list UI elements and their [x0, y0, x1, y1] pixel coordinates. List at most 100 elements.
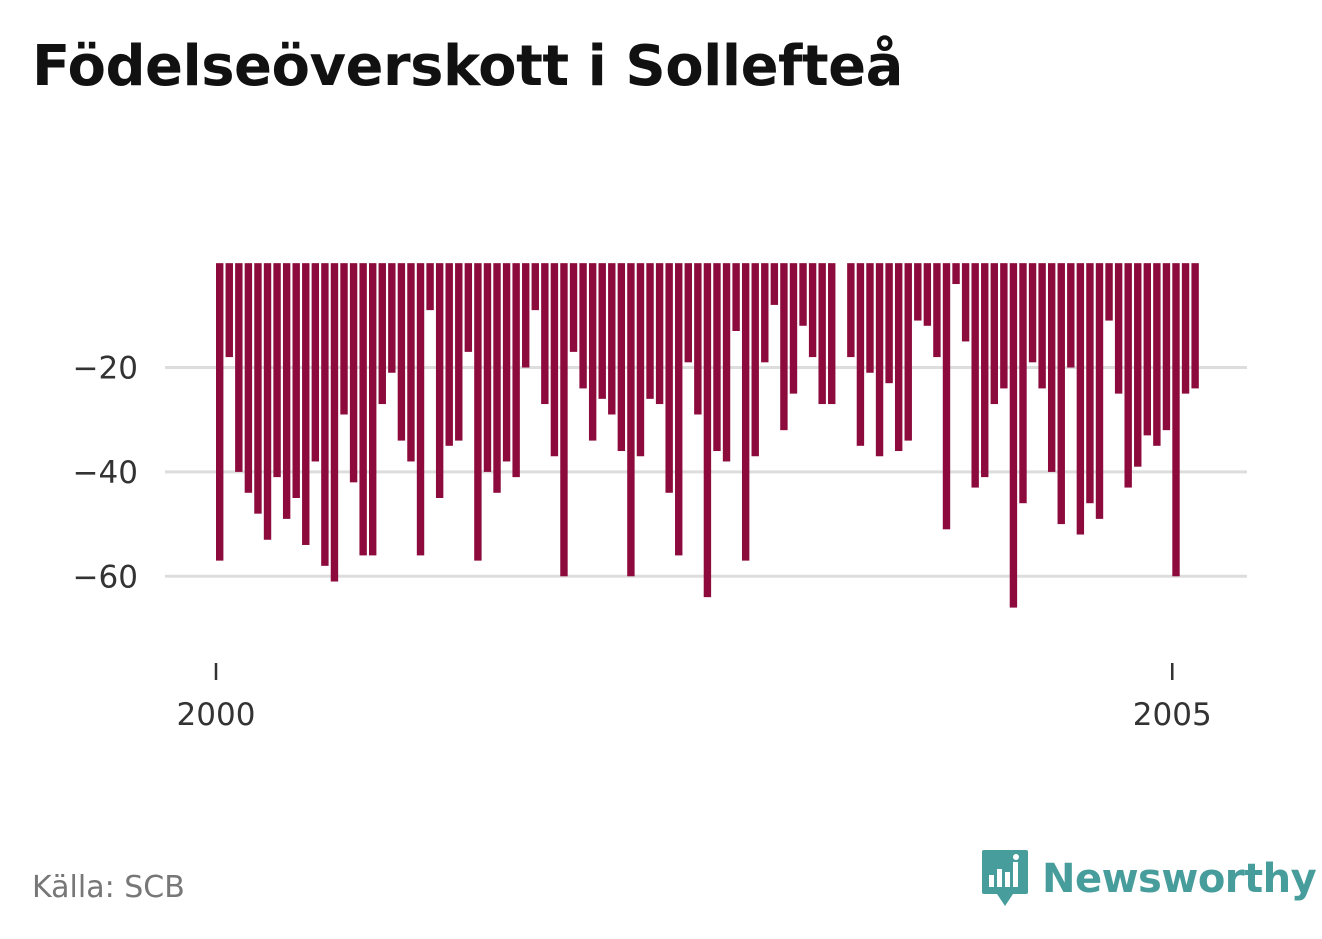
bar: [464, 263, 473, 352]
bar: [923, 263, 932, 326]
bar: [244, 263, 253, 493]
bar: [493, 263, 501, 493]
bar: [282, 263, 291, 519]
bar: [1038, 263, 1046, 389]
bar: [225, 263, 233, 358]
bar: [550, 263, 559, 457]
bar: [1105, 263, 1113, 321]
bar: [713, 263, 721, 452]
bar: [359, 263, 367, 556]
bar: [598, 263, 606, 399]
bar: [866, 263, 874, 373]
bar: [1114, 263, 1123, 394]
bar: [235, 263, 243, 472]
bar: [1124, 263, 1132, 488]
newsworthy-logo-icon: [982, 850, 1028, 906]
y-tick-label: −60: [73, 559, 138, 595]
bar: [703, 263, 712, 598]
bar: [741, 263, 750, 561]
bar: [455, 263, 463, 441]
bar: [416, 263, 425, 556]
bar: [512, 263, 520, 478]
y-tick-label: −20: [73, 351, 138, 387]
bar: [828, 263, 836, 405]
bar: [789, 263, 798, 394]
bar: [560, 263, 568, 577]
bar: [1047, 263, 1056, 472]
bar: [636, 263, 645, 457]
bar: [646, 263, 654, 399]
bar: [426, 263, 434, 311]
bar: [1028, 263, 1037, 363]
bar: [349, 263, 358, 483]
bar: [588, 263, 597, 441]
bar: [340, 263, 348, 415]
x-axis: 200020052010201520202025: [177, 663, 1212, 733]
bar: [885, 263, 893, 384]
bar: [1009, 263, 1018, 608]
bar: [780, 263, 788, 431]
bar: [799, 263, 807, 326]
bar: [904, 263, 912, 441]
bar: [981, 263, 989, 478]
bar: [1134, 263, 1142, 467]
bar: [608, 263, 616, 415]
bar: [914, 263, 922, 321]
bar: [1162, 263, 1171, 431]
bars: [216, 263, 1199, 608]
bar: [531, 263, 539, 311]
bar: [1191, 263, 1199, 389]
bar: [302, 263, 310, 545]
bar: [330, 263, 339, 582]
bar: [808, 263, 817, 358]
bar: [971, 263, 979, 488]
bar: [216, 263, 224, 561]
bar: [435, 263, 444, 498]
bar: [1181, 263, 1190, 394]
y-axis: −20 −40 −60: [73, 351, 138, 596]
bar: [1153, 263, 1161, 446]
bar: [1172, 263, 1180, 577]
bar: [378, 263, 386, 405]
bar: [397, 263, 406, 441]
bar: [1086, 263, 1094, 504]
bar: [483, 263, 492, 472]
bar: [541, 263, 549, 405]
bar: [761, 263, 769, 363]
bar: [665, 263, 673, 493]
bar: [751, 263, 759, 457]
x-tick-label: 2000: [177, 697, 256, 733]
bar: [732, 263, 740, 331]
bar: [1095, 263, 1104, 519]
bar: [263, 263, 272, 540]
bar: [407, 263, 415, 462]
bar: [1076, 263, 1085, 535]
bar: [254, 263, 262, 514]
bar: [311, 263, 320, 462]
bar: [847, 263, 855, 358]
bar: [627, 263, 635, 577]
bar: [894, 263, 903, 452]
bar: [445, 263, 453, 446]
bar: [1067, 263, 1075, 368]
bar: [579, 263, 587, 389]
brand-name: Newsworthy: [1042, 856, 1317, 902]
bar: [942, 263, 951, 530]
bar: [990, 263, 999, 405]
bar: [474, 263, 482, 561]
bar: [655, 263, 664, 405]
bar: [961, 263, 970, 342]
bar: [292, 263, 300, 498]
bar: [675, 263, 683, 556]
bar: [369, 263, 377, 556]
bar: [273, 263, 281, 478]
bar: [856, 263, 865, 446]
bar: [1143, 263, 1152, 436]
bar: [388, 263, 396, 373]
newsworthy-logo: Newsworthy: [980, 848, 1317, 910]
bar: [321, 263, 329, 566]
bar: [1019, 263, 1027, 504]
bar: [770, 263, 779, 305]
x-tick-label: 2005: [1133, 697, 1212, 733]
